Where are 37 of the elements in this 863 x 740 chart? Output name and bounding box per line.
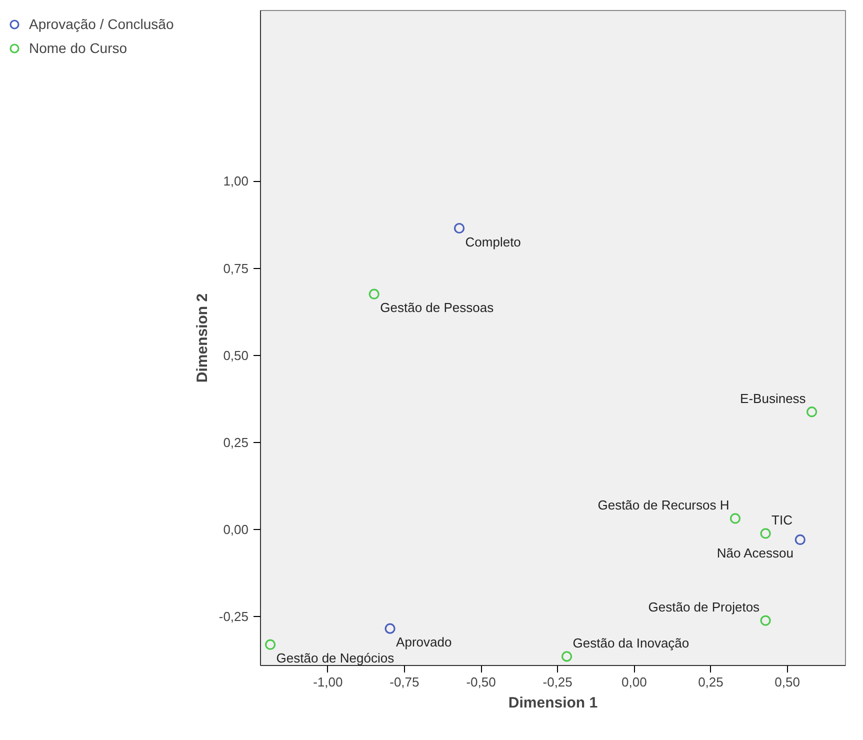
point (265, 639, 276, 650)
y-axis-title: Dimension 2 (194, 293, 211, 383)
y-tick-label: 0,75 (223, 260, 249, 276)
point (368, 288, 380, 300)
x-tick-label: 0,25 (698, 674, 724, 690)
point (760, 615, 771, 626)
annotation: Não Acessou (716, 546, 794, 561)
annotation: Gestão de Recursos H (598, 497, 730, 512)
point (794, 534, 806, 546)
x-tick-label: -0,75 (390, 674, 420, 690)
annotation: Gestão de Negócios (276, 650, 395, 666)
x-tick-label: -0,25 (542, 674, 572, 690)
annotation: E-Business (740, 390, 806, 406)
y-tick-label: -0,25 (218, 609, 249, 624)
point (454, 222, 465, 234)
x-tick-label: 0,50 (774, 674, 800, 690)
legend-label: Nome do Curso (29, 40, 128, 56)
annotation: Completo (465, 234, 521, 250)
annotation: Aprovado (396, 634, 452, 650)
y-tick-label: 0,00 (223, 522, 249, 538)
y-tick-label: 0,25 (223, 435, 249, 450)
y-tick-label: 1,00 (223, 174, 249, 189)
x-tick-label: -1,00 (313, 674, 343, 690)
legend-label: Aprovação / Conclusão (29, 16, 174, 32)
annotation: Gestão de Pessoas (380, 300, 494, 316)
point (561, 651, 572, 662)
x-axis-title: Dimension 1 (508, 694, 598, 712)
annotation: Gestão da Inovação (572, 635, 690, 650)
point (384, 623, 396, 634)
x-tick-label: 0,00 (622, 674, 647, 690)
y-tick-label: 0,50 (223, 348, 249, 363)
annotation: Gestão de Projetos (648, 600, 760, 615)
point (760, 528, 771, 539)
x-tick-label: -0,50 (466, 674, 496, 690)
annotation: TIC (772, 512, 793, 528)
point (806, 406, 818, 418)
point (730, 513, 741, 524)
